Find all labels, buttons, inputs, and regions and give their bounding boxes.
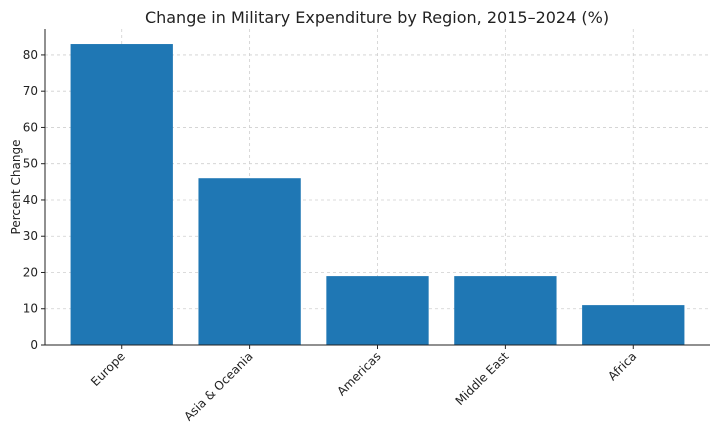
y-tick-label: 20: [23, 265, 38, 279]
x-tick-label: Middle East: [453, 349, 512, 408]
y-tick-label: 80: [23, 48, 38, 62]
y-axis-label: Percent Change: [9, 140, 23, 235]
x-tick-label: Asia & Oceania: [181, 349, 255, 423]
bar-europe: [70, 44, 173, 346]
y-tick-label: 50: [23, 157, 38, 171]
y-ticks: 0 10 20 30 40 50 60 70 80: [23, 48, 45, 352]
y-tick-label: 70: [23, 84, 38, 98]
y-tick-label: 40: [23, 193, 38, 207]
bar-africa: [582, 305, 685, 345]
bars: [70, 44, 685, 346]
y-tick-label: 0: [30, 338, 38, 352]
bar-americas: [326, 276, 429, 345]
x-ticks: Europe Asia & Oceania Americas Middle East A…: [88, 345, 639, 424]
chart-title: Change in Military Expenditure by Region…: [145, 8, 609, 27]
y-tick-label: 30: [23, 229, 38, 243]
x-tick-label: Americas: [334, 349, 383, 398]
bar-middle-east: [454, 276, 557, 345]
bar-asia-oceania: [198, 178, 301, 345]
x-tick-label: Europe: [88, 349, 128, 389]
y-tick-label: 60: [23, 120, 38, 134]
y-tick-label: 10: [23, 302, 38, 316]
x-tick-label: Africa: [605, 349, 639, 383]
